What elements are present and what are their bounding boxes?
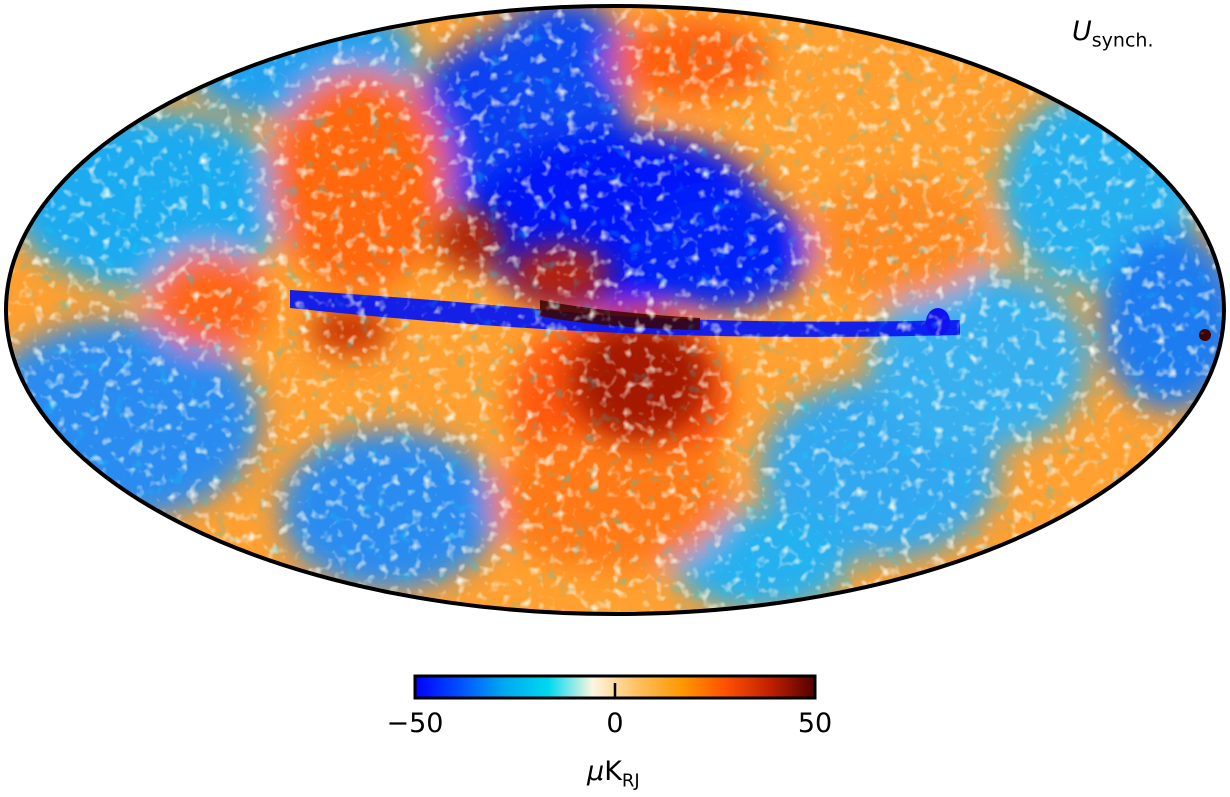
unit-sub: RJ xyxy=(621,770,640,792)
unit-mu: μ xyxy=(587,756,605,787)
unit-main: K xyxy=(604,756,622,787)
map-title-sub: synch. xyxy=(1091,29,1154,52)
map-title-main: U xyxy=(1072,16,1092,47)
colorbar-unit: μKRJ xyxy=(587,756,640,791)
map-field xyxy=(6,6,1224,614)
map-border xyxy=(4,4,1226,616)
colorbar-tick-label: 50 xyxy=(797,708,833,739)
colorbar-tick-label: 0 xyxy=(606,708,624,739)
map-title: Usynch. xyxy=(1072,16,1153,51)
colorbar-tick-label: −50 xyxy=(386,708,444,739)
